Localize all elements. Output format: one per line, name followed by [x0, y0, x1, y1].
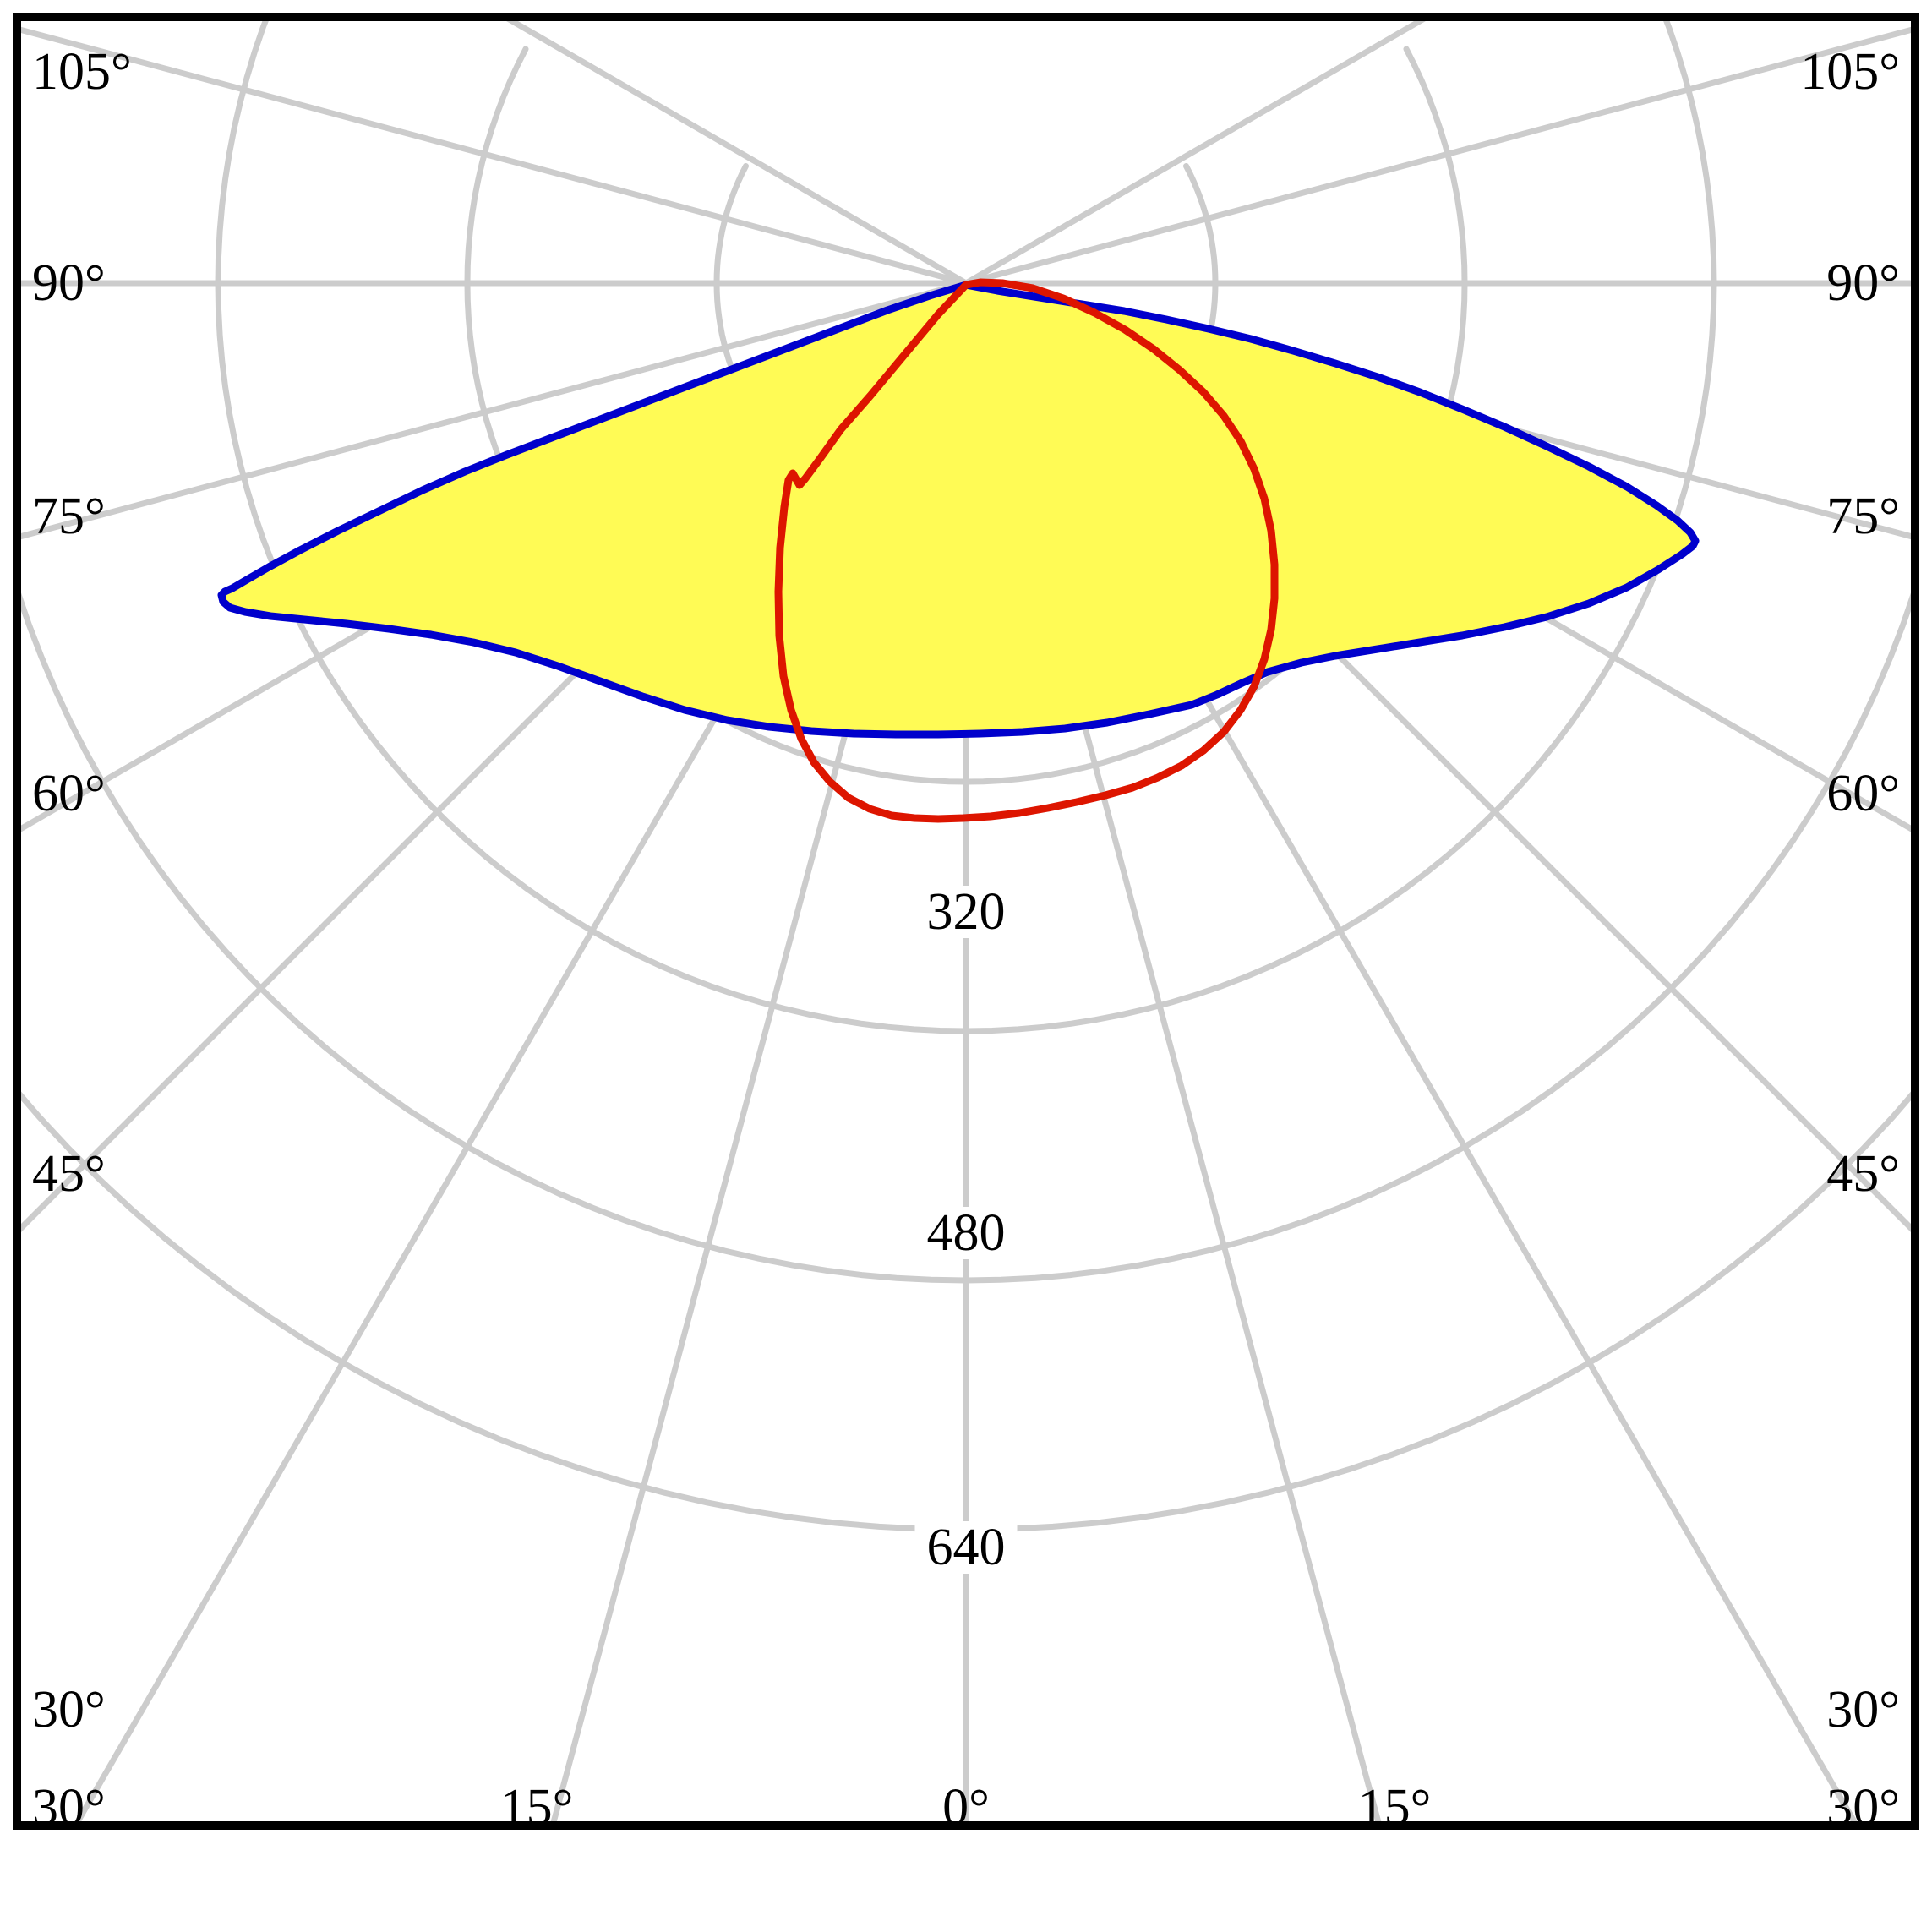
angle-label-bottom: 30°: [32, 1779, 106, 1836]
angle-label-right: 30°: [1826, 1681, 1900, 1738]
angle-label-bottom: 30°: [1826, 1779, 1900, 1836]
series-group: [217, 278, 1700, 823]
angle-label-right: 90°: [1826, 254, 1900, 312]
angle-label-left: 105°: [32, 43, 132, 101]
angle-label-right: 75°: [1826, 488, 1900, 545]
angle-label-right: 45°: [1826, 1145, 1900, 1203]
angle-label-left: 75°: [32, 488, 106, 545]
distribution-fill: [221, 285, 1695, 734]
radial-tick-label: 480: [914, 1207, 1018, 1259]
angle-label-left: 90°: [32, 254, 106, 312]
series-curve-c0: [217, 281, 1700, 739]
radial-tick-label: 640: [914, 1521, 1018, 1574]
angle-label-right: 105°: [1800, 43, 1900, 101]
angle-label-left: 45°: [32, 1145, 106, 1203]
grid-spoke: [499, 17, 969, 287]
plot-frame: [13, 13, 1919, 1830]
angle-label-left: 30°: [32, 1681, 106, 1738]
series-curve-c90: [774, 278, 1279, 823]
angle-label-bottom: 0°: [942, 1779, 990, 1836]
angle-label-left: 60°: [32, 765, 106, 822]
grid-spoke: [17, 280, 969, 541]
angle-label-bottom: 15°: [1357, 1779, 1432, 1836]
grid-spoke: [963, 17, 1433, 287]
grid-spoke: [17, 25, 969, 287]
grid-spoke: [963, 25, 1915, 287]
angle-label-bottom: 15°: [499, 1779, 574, 1836]
angle-label-right: 60°: [1826, 765, 1900, 822]
radial-tick-label: 320: [914, 886, 1018, 938]
